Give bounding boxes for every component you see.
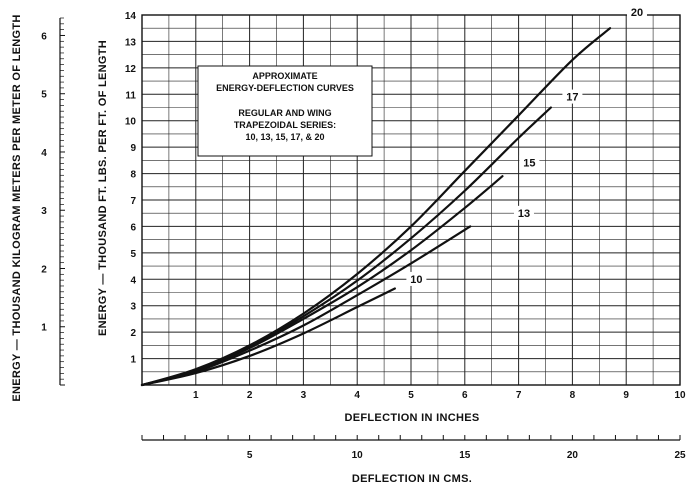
x-tick-label: 10 (674, 390, 686, 401)
y2-tick-label: 4 (41, 148, 47, 159)
curve-label-17: 17 (566, 92, 578, 104)
legend-line-2: ENERGY-DEFLECTION CURVES (216, 83, 354, 93)
x-tick-label: 6 (462, 390, 468, 401)
x-axis-title: DEFLECTION IN INCHES (345, 412, 480, 424)
y-tick-label: 3 (130, 302, 136, 313)
curve-label-bg-13 (513, 205, 534, 220)
legend-line-5: TRAPEZOIDAL SERIES: (234, 120, 336, 130)
y2-tick-label: 5 (41, 90, 47, 101)
x2-axis: 5 10 15 20 25 (141, 435, 686, 461)
curve-label-15: 15 (523, 158, 535, 170)
y-tick-label: 5 (130, 249, 136, 260)
y-tick-label: 7 (130, 196, 136, 207)
x2-tick-label: 25 (674, 450, 686, 461)
x-tick-label: 2 (247, 390, 253, 401)
x2-tick-label: 20 (567, 450, 579, 461)
y2-tick-label: 1 (41, 323, 47, 334)
x-tick-label: 4 (354, 390, 360, 401)
y-tick-label: 8 (130, 170, 136, 181)
x-tick-label: 8 (570, 390, 576, 401)
x-tick-label: 5 (408, 390, 414, 401)
y-tick-label: 10 (125, 117, 137, 128)
y-tick-label: 6 (130, 222, 136, 233)
y-tick-label: 13 (125, 37, 137, 48)
legend-box: APPROXIMATE ENERGY-DEFLECTION CURVES REG… (197, 65, 373, 157)
x-tick-label: 1 (193, 390, 199, 401)
y-tick-label: 9 (130, 143, 136, 154)
curve-label-bg-20 (626, 5, 647, 19)
y2-tick-label: 6 (41, 31, 47, 42)
curve-series-17 (140, 106, 552, 387)
legend-line-1: APPROXIMATE (252, 71, 317, 81)
curve-label-10: 10 (410, 274, 422, 286)
x2-tick-label: 10 (352, 450, 364, 461)
y-axis-title: ENERGY — THOUSAND FT. LBS. PER FT. OF LE… (97, 40, 109, 336)
x2-tick-label: 15 (459, 450, 471, 461)
y-tick-label: 4 (130, 275, 136, 286)
curve-label-bg-17 (562, 89, 583, 104)
legend-frame (197, 65, 373, 157)
curve-label-bg-15 (519, 155, 540, 170)
y2-axis: 1 2 3 4 5 6 (41, 17, 65, 386)
y-tick-label: 12 (125, 64, 137, 75)
legend-line-6: 10, 13, 15, 17, & 20 (245, 132, 324, 142)
x2-tick-label: 5 (247, 450, 253, 461)
curve-series-20 (140, 27, 612, 387)
curve-labels: 10 13 15 17 20 (406, 5, 647, 286)
y-tick-label: 11 (125, 90, 136, 101)
y2-tick-label: 3 (41, 206, 47, 217)
x-tick-label: 7 (516, 390, 522, 401)
curve-series-13 (140, 225, 472, 387)
x2-axis-title: DEFLECTION IN CMS. (352, 473, 472, 485)
curve-label-13: 13 (518, 208, 530, 220)
y-tick-label: 14 (125, 11, 137, 22)
x-tick-label: 3 (301, 390, 307, 401)
x-tick-label: 9 (623, 390, 629, 401)
y2-tick-label: 2 (41, 264, 47, 275)
y-tick-label: 2 (130, 328, 136, 339)
curves (140, 27, 612, 387)
curve-label-20: 20 (631, 7, 643, 19)
curve-label-bg-10 (406, 271, 427, 286)
plot-frame (141, 14, 681, 386)
y2-axis-title: ENERGY — THOUSAND KILOGRAM METERS PER ME… (11, 14, 23, 401)
legend-line-4: REGULAR AND WING (238, 108, 331, 118)
y-tick-label: 1 (130, 355, 136, 366)
